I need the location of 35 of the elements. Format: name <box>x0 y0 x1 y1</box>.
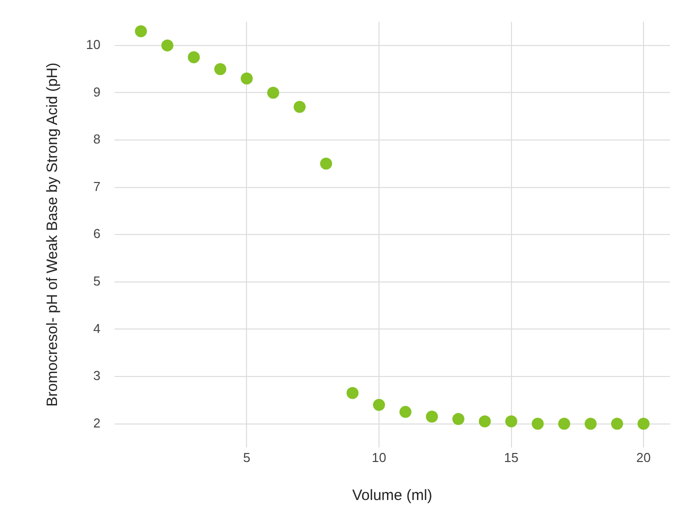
point <box>373 398 386 411</box>
y-tick-label: 5 <box>93 273 100 288</box>
x-tick-label: 5 <box>243 450 250 465</box>
y-tick-label: 9 <box>93 84 100 100</box>
y-axis-title: Bromocresol- pH of Weak Base by Strong Acid (pH) <box>44 62 62 407</box>
point <box>267 86 280 99</box>
y-tick-label: 8 <box>93 132 100 147</box>
point <box>558 418 570 430</box>
point <box>532 418 544 430</box>
point <box>188 51 200 64</box>
point <box>478 415 491 428</box>
x-tick-label: 15 <box>504 450 519 465</box>
y-tick-label: 6 <box>93 226 100 242</box>
y-tick-label: 4 <box>93 320 100 336</box>
point <box>452 413 464 426</box>
point <box>240 72 253 85</box>
point <box>294 100 306 113</box>
point <box>161 39 174 52</box>
point <box>214 63 226 76</box>
point <box>505 415 518 428</box>
x-axis-title: Volume (ml) <box>352 487 432 504</box>
point <box>584 418 597 430</box>
y-tick-label: 2 <box>93 415 100 430</box>
point <box>426 410 438 423</box>
y-tick-label: 3 <box>93 368 100 384</box>
point <box>399 406 412 418</box>
point <box>638 418 650 430</box>
y-tick-label: 10 <box>86 37 100 52</box>
point <box>320 158 332 170</box>
y-tick-label: 7 <box>93 178 100 194</box>
point <box>611 418 624 430</box>
point <box>134 25 147 38</box>
x-tick-label: 10 <box>372 450 386 465</box>
x-tick-label: 20 <box>636 450 651 465</box>
point <box>346 387 359 400</box>
